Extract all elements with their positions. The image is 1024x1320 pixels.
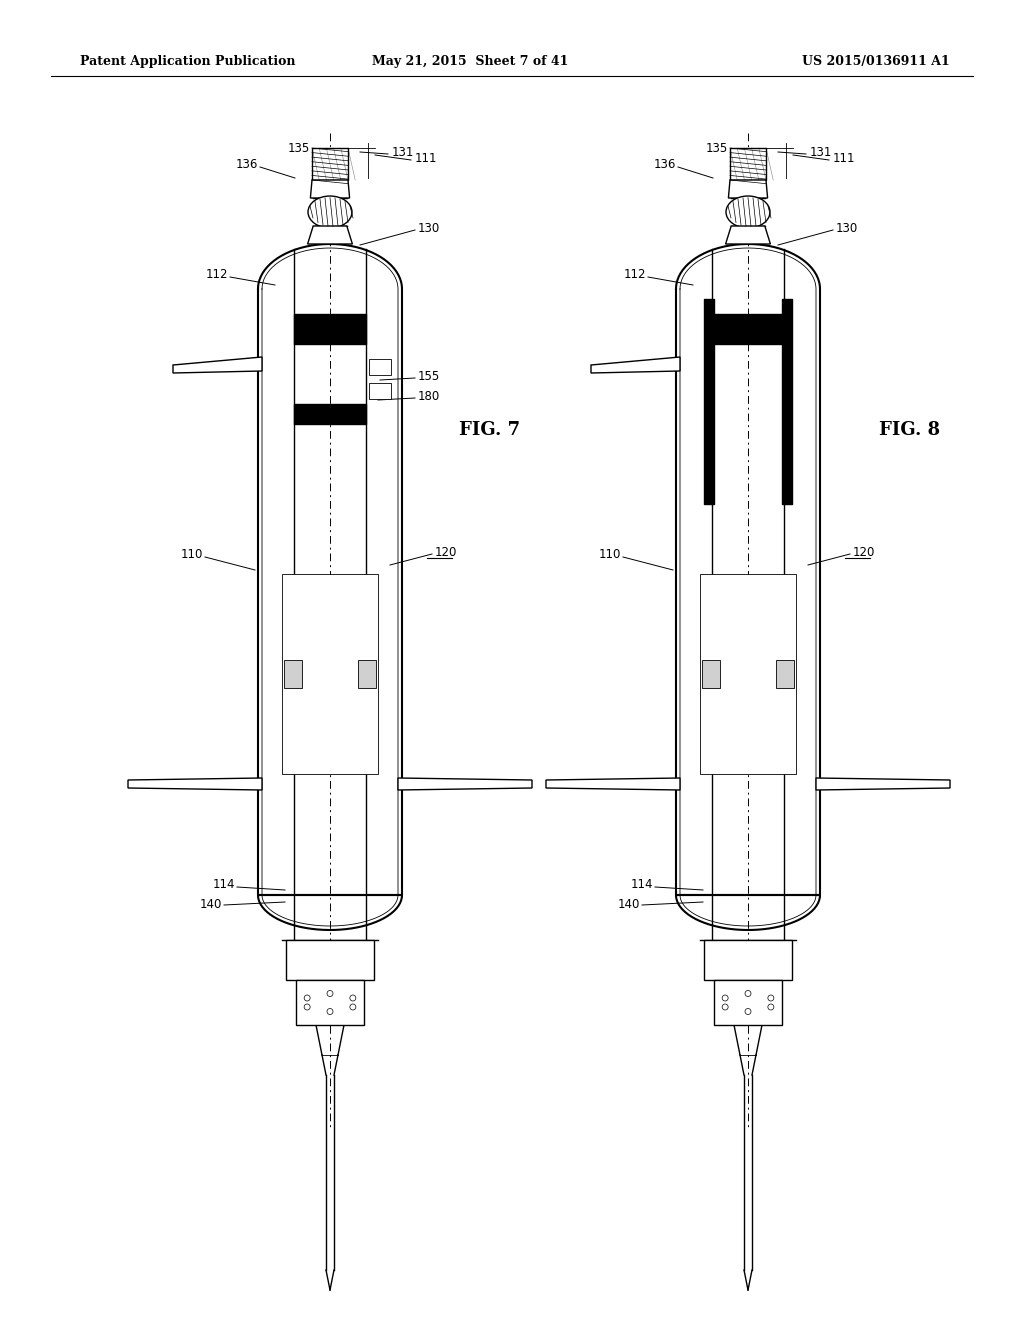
Ellipse shape (327, 1008, 333, 1015)
Text: 110: 110 (599, 549, 621, 561)
Bar (715, 979, 781, 1026)
Ellipse shape (350, 995, 356, 1001)
Ellipse shape (304, 995, 310, 1001)
Polygon shape (173, 356, 262, 374)
Text: 135: 135 (706, 141, 728, 154)
Ellipse shape (722, 1005, 728, 1010)
Ellipse shape (308, 195, 352, 228)
Bar (700, 574, 796, 774)
Text: 130: 130 (836, 222, 858, 235)
Text: 140: 140 (617, 899, 640, 912)
Polygon shape (307, 226, 352, 244)
Polygon shape (310, 180, 349, 198)
Text: 110: 110 (180, 549, 203, 561)
Polygon shape (816, 777, 950, 789)
Bar (369, 383, 391, 399)
Polygon shape (546, 777, 680, 789)
Text: FIG. 7: FIG. 7 (460, 421, 520, 440)
Bar (702, 660, 720, 688)
Text: 136: 136 (653, 158, 676, 172)
Text: 131: 131 (392, 145, 415, 158)
Text: 112: 112 (624, 268, 646, 281)
Ellipse shape (327, 990, 333, 997)
Text: 155: 155 (418, 370, 440, 383)
Text: 180: 180 (418, 389, 440, 403)
Bar (282, 574, 378, 774)
Bar (730, 148, 766, 180)
Bar (312, 148, 348, 180)
Bar (369, 359, 391, 375)
Bar (296, 979, 364, 1026)
Polygon shape (591, 356, 680, 374)
Text: 130: 130 (418, 222, 440, 235)
Bar (286, 940, 374, 979)
Ellipse shape (304, 1005, 310, 1010)
Text: 131: 131 (810, 145, 833, 158)
Ellipse shape (768, 995, 774, 1001)
Bar (705, 940, 792, 979)
Polygon shape (398, 777, 532, 789)
Polygon shape (728, 180, 768, 198)
Bar (358, 660, 376, 688)
Polygon shape (726, 226, 770, 244)
Ellipse shape (726, 195, 770, 228)
Text: Patent Application Publication: Patent Application Publication (80, 55, 296, 69)
Text: 120: 120 (435, 545, 458, 558)
Ellipse shape (745, 1008, 751, 1015)
Polygon shape (128, 777, 262, 789)
Text: 111: 111 (833, 152, 855, 165)
Text: May 21, 2015  Sheet 7 of 41: May 21, 2015 Sheet 7 of 41 (372, 55, 568, 69)
Bar (284, 660, 302, 688)
Text: 114: 114 (631, 879, 653, 891)
Text: 140: 140 (200, 899, 222, 912)
Bar (776, 660, 794, 688)
Text: 135: 135 (288, 141, 310, 154)
Text: 136: 136 (236, 158, 258, 172)
Text: 114: 114 (213, 879, 234, 891)
Text: 112: 112 (206, 268, 228, 281)
Text: 120: 120 (853, 545, 876, 558)
Ellipse shape (350, 1005, 356, 1010)
Ellipse shape (745, 990, 751, 997)
Text: 111: 111 (415, 152, 437, 165)
Text: US 2015/0136911 A1: US 2015/0136911 A1 (802, 55, 950, 69)
Ellipse shape (768, 1005, 774, 1010)
Ellipse shape (722, 995, 728, 1001)
Text: FIG. 8: FIG. 8 (880, 421, 941, 440)
